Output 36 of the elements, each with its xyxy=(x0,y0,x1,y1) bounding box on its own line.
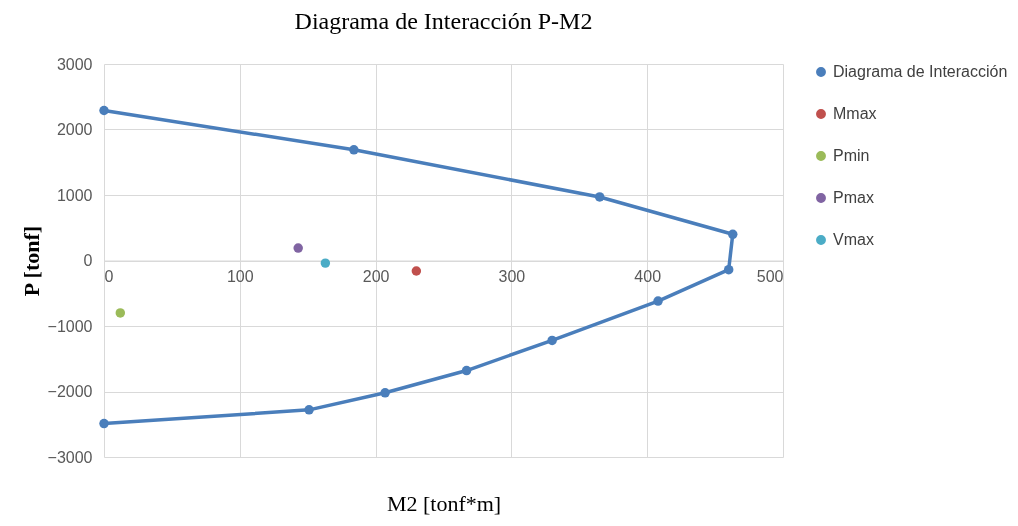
chart-title: Diagrama de Interacción P-M2 xyxy=(294,8,593,34)
point xyxy=(594,192,605,202)
x-tick-label: 400 xyxy=(634,268,662,285)
point xyxy=(349,145,359,155)
point xyxy=(728,229,738,240)
x-tick-label: 0 xyxy=(104,268,114,285)
y-tick-label: 3000 xyxy=(56,55,93,73)
y-axis-title: P [tonf] xyxy=(18,225,44,297)
point xyxy=(411,266,422,276)
point xyxy=(115,308,126,318)
legend-label: Diagrama de Interacción xyxy=(833,63,1008,80)
x-tick-label: 300 xyxy=(498,268,526,285)
x-tick-label: 100 xyxy=(226,268,254,285)
legend-label: Pmin xyxy=(833,147,870,164)
point xyxy=(320,258,331,268)
point xyxy=(99,418,109,429)
y-tick-label: −2000 xyxy=(47,383,93,400)
legend-label: Vmax xyxy=(833,231,874,248)
point xyxy=(461,365,472,376)
x-tick-label: 500 xyxy=(756,268,784,285)
x-tick-label: 200 xyxy=(362,268,390,285)
y-tick-label: 1000 xyxy=(56,186,93,204)
point xyxy=(380,388,390,398)
point xyxy=(723,264,734,275)
y-tick-label: 2000 xyxy=(56,121,93,138)
point xyxy=(304,405,314,415)
legend-label: Mmax xyxy=(833,105,877,122)
y-tick-label: 0 xyxy=(83,252,93,269)
y-tick-label: −3000 xyxy=(47,448,93,466)
x-axis-title: M2 [tonf*m] xyxy=(386,490,502,516)
point xyxy=(293,243,303,253)
point xyxy=(547,335,557,346)
legend-label: Pmax xyxy=(833,189,874,206)
point xyxy=(653,296,663,306)
y-tick-label: −1000 xyxy=(47,317,93,335)
point xyxy=(99,105,109,116)
